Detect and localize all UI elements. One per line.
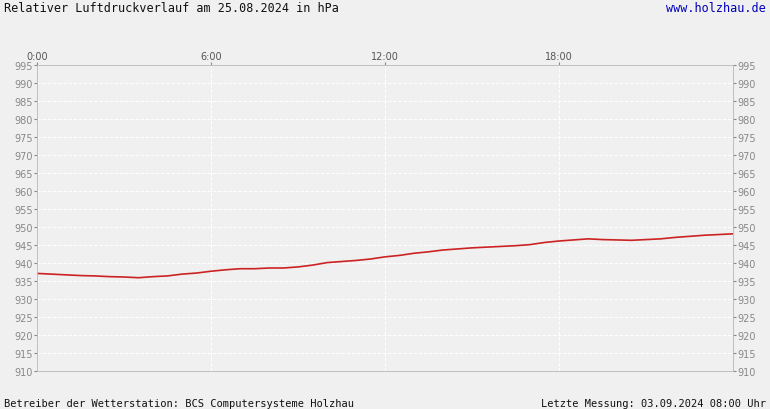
Text: Relativer Luftdruckverlauf am 25.08.2024 in hPa: Relativer Luftdruckverlauf am 25.08.2024… [4, 2, 339, 15]
Text: Betreiber der Wetterstation: BCS Computersysteme Holzhau: Betreiber der Wetterstation: BCS Compute… [4, 398, 354, 408]
Text: www.holzhau.de: www.holzhau.de [666, 2, 766, 15]
Text: Letzte Messung: 03.09.2024 08:00 Uhr: Letzte Messung: 03.09.2024 08:00 Uhr [541, 398, 766, 408]
